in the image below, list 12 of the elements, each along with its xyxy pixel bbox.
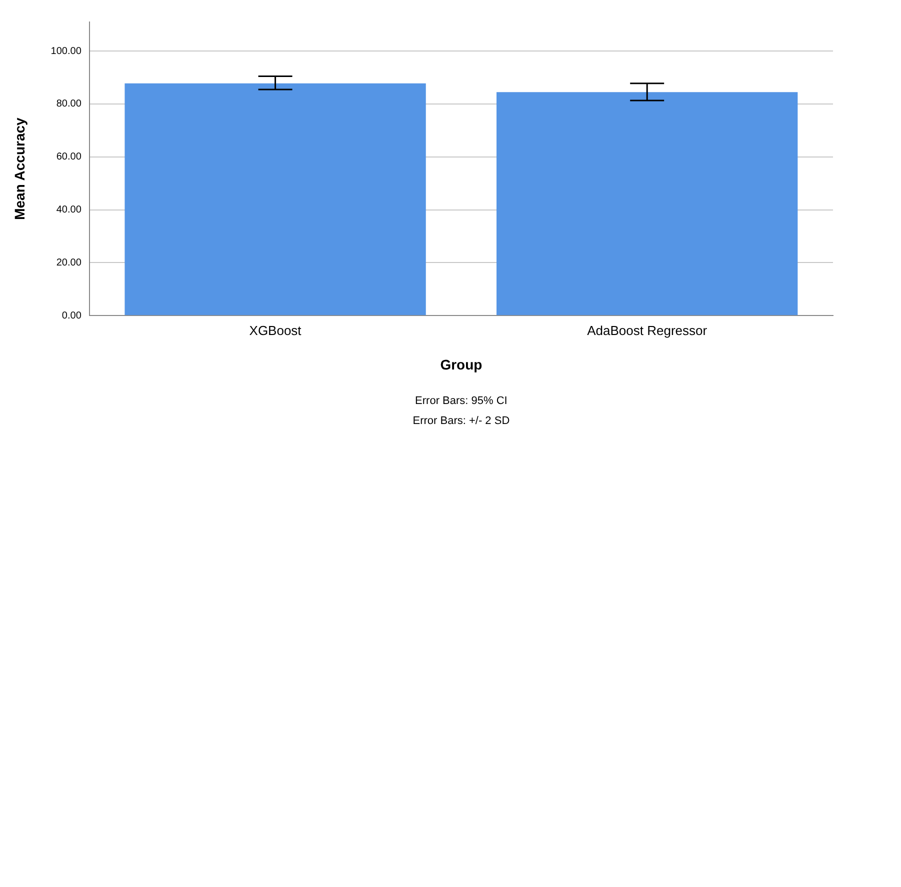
y-tick-label: 20.00 [56, 257, 82, 268]
text: Error Bars: +/- 2 SD [412, 415, 510, 427]
y-tick-label: 40.00 [56, 204, 82, 216]
y-tick-label: 100.00 [50, 46, 82, 57]
y-axis-title: Mean Accuracy [11, 117, 28, 220]
x-axis-title: Group [440, 356, 482, 372]
y-tick-label: 0.00 [62, 310, 82, 322]
y-tick-label: 60.00 [56, 152, 82, 163]
text: Error Bars: 95% CI [415, 395, 508, 407]
y-tick-label: 80.00 [56, 98, 82, 110]
x-tick-label: AdaBoost Regressor [587, 322, 708, 338]
x-tick-label: XGBoost [249, 322, 302, 338]
